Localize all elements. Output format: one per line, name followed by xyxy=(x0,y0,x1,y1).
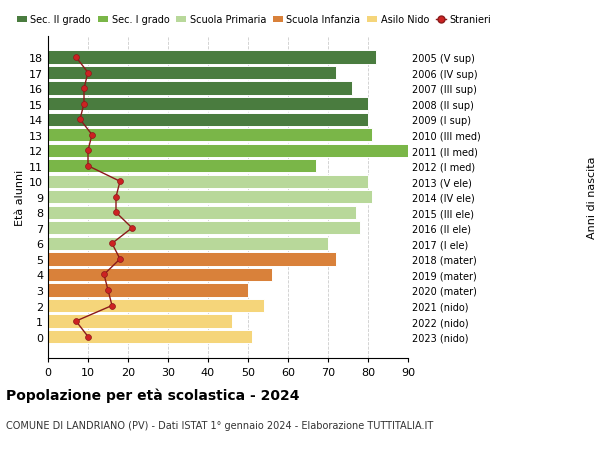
Bar xyxy=(48,284,248,297)
Bar xyxy=(48,82,352,95)
Point xyxy=(127,225,137,232)
Bar xyxy=(48,222,360,235)
Point xyxy=(99,271,109,279)
Bar xyxy=(48,175,368,189)
Bar xyxy=(48,237,328,251)
Text: Anni di nascita: Anni di nascita xyxy=(587,156,597,239)
Bar xyxy=(48,330,252,343)
Bar xyxy=(48,113,368,127)
Point xyxy=(71,318,81,325)
Point xyxy=(103,287,113,294)
Point xyxy=(83,70,93,77)
Bar xyxy=(48,144,412,157)
Bar xyxy=(48,160,316,173)
Point xyxy=(83,162,93,170)
Point xyxy=(107,302,117,309)
Point xyxy=(115,178,125,185)
Point xyxy=(79,101,89,108)
Point xyxy=(83,147,93,155)
Point xyxy=(111,194,121,201)
Text: Popolazione per età scolastica - 2024: Popolazione per età scolastica - 2024 xyxy=(6,388,299,403)
Point xyxy=(79,85,89,93)
Point xyxy=(75,116,85,123)
Bar xyxy=(48,315,232,328)
Point xyxy=(87,132,97,139)
Bar xyxy=(48,51,376,65)
Bar xyxy=(48,206,356,219)
Point xyxy=(111,209,121,217)
Point xyxy=(107,240,117,247)
Bar xyxy=(48,299,264,313)
Point xyxy=(115,256,125,263)
Bar xyxy=(48,253,336,266)
Bar xyxy=(48,268,272,281)
Point xyxy=(83,333,93,341)
Y-axis label: Età alunni: Età alunni xyxy=(15,169,25,225)
Text: COMUNE DI LANDRIANO (PV) - Dati ISTAT 1° gennaio 2024 - Elaborazione TUTTITALIA.: COMUNE DI LANDRIANO (PV) - Dati ISTAT 1°… xyxy=(6,420,433,430)
Bar xyxy=(48,129,372,142)
Point xyxy=(71,54,81,62)
Legend: Sec. II grado, Sec. I grado, Scuola Primaria, Scuola Infanzia, Asilo Nido, Stran: Sec. II grado, Sec. I grado, Scuola Prim… xyxy=(17,16,491,25)
Bar xyxy=(48,191,372,204)
Bar xyxy=(48,98,368,111)
Bar xyxy=(48,67,336,80)
